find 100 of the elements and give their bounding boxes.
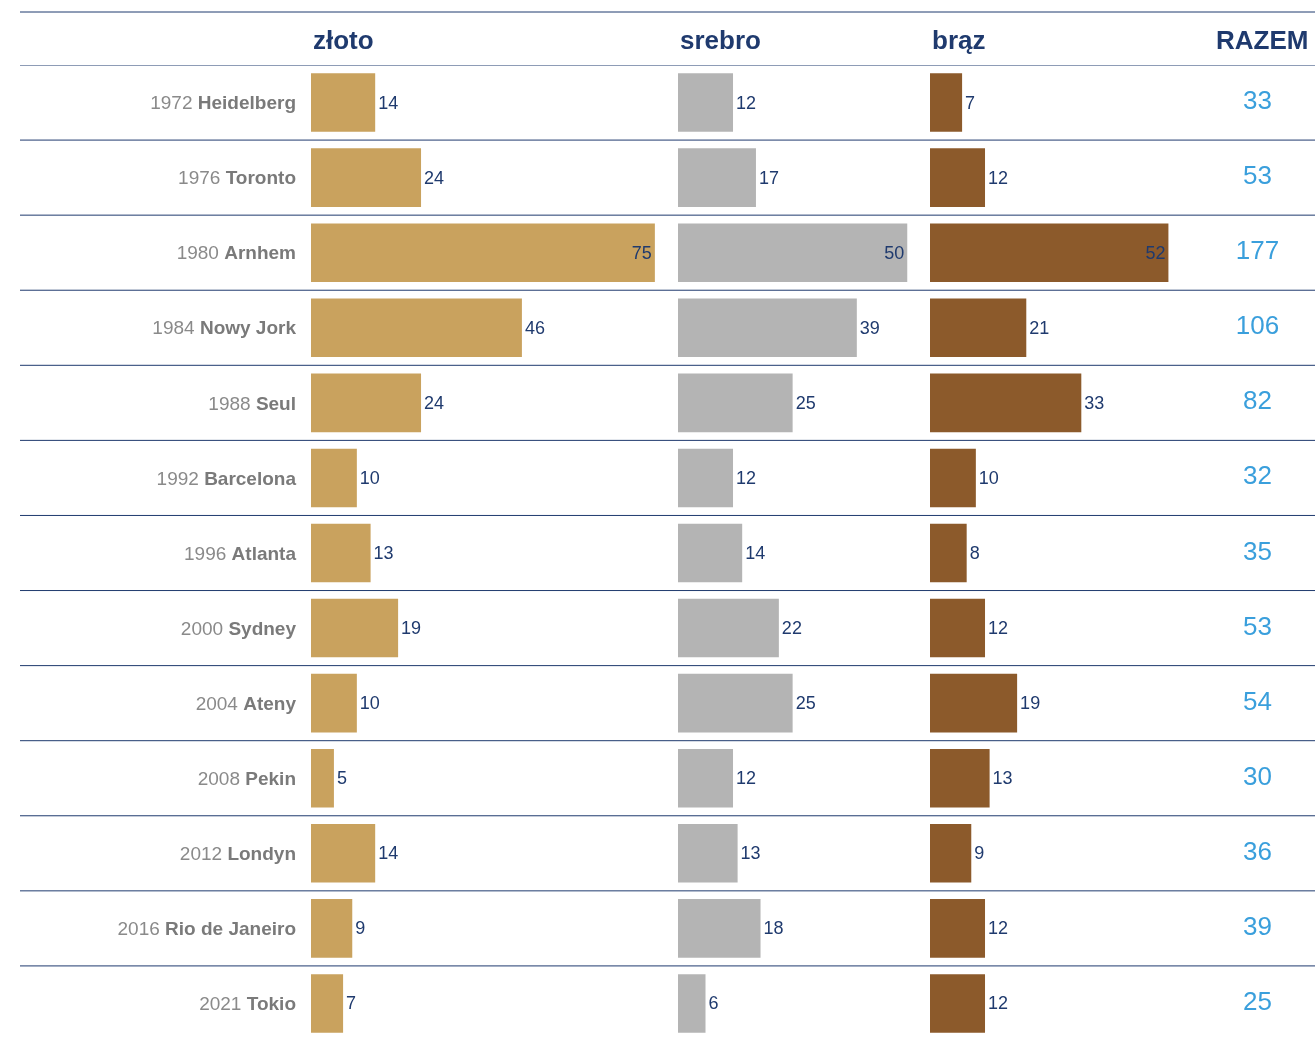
data-label: 24 [424,167,445,188]
data-label: 12 [736,768,757,789]
bar [311,448,357,508]
bar [678,899,761,958]
data-label: 12 [736,92,757,113]
data-label: 24 [424,392,445,413]
bar [678,598,779,658]
data-label: 5 [336,768,347,789]
bar [930,73,963,132]
bar [930,523,967,583]
data-label: 14 [745,543,766,563]
data-label: 12 [988,167,1009,188]
data-label: 6 [708,993,719,1014]
bar [930,373,1082,433]
y-tick-label: 2012 Londyn [179,842,296,864]
data-label: 14 [378,843,399,864]
bar [311,223,655,282]
bar [678,448,734,508]
y-tick-label: 1972 Heidelberg [150,92,296,114]
y-tick-label: 2016 Rio de Janeiro [117,918,296,940]
data-label: 30 [1243,760,1272,791]
data-label: 54 [1243,685,1272,716]
bar [930,899,986,958]
data-label: 32 [1243,460,1272,491]
data-label: 36 [1243,835,1272,866]
y-tick-label: 1988 Seul [208,392,296,414]
bar [678,298,857,358]
y-tick-label: 1996 Atlanta [184,542,297,564]
chart-title: złoto [313,25,374,55]
data-label: 18 [763,918,784,939]
bar [678,673,793,733]
data-label: 14 [378,92,399,113]
bar [678,748,734,808]
bar [678,373,793,433]
data-label: 10 [359,693,380,714]
bar [678,523,743,583]
data-label: 7 [346,993,357,1014]
data-label: 13 [992,768,1013,789]
bar [930,148,986,207]
y-tick-label: 1984 Nowy Jork [152,317,297,339]
chart-title: brąz [932,25,986,55]
data-label: 9 [355,918,366,939]
data-label: 13 [740,843,761,864]
data-label: 82 [1243,385,1272,416]
data-label: 12 [988,993,1009,1014]
y-tick-label: 2004 Ateny [195,692,297,714]
data-label: 19 [1020,693,1041,714]
bar [678,148,756,207]
data-label: 53 [1243,610,1272,641]
y-tick-label: 2021 Tokio [199,993,296,1015]
bar [930,748,990,808]
data-label: 12 [988,618,1009,639]
bar [678,223,908,282]
bar [311,899,353,958]
y-tick-label: 1980 Arnhem [176,242,296,264]
data-label: 9 [974,843,985,864]
bar [311,748,334,808]
data-label: 8 [969,543,980,563]
data-label: 19 [401,618,422,639]
bar [311,824,376,883]
data-label: 12 [736,467,757,488]
data-label: 46 [524,317,545,338]
data-label: 75 [631,242,652,263]
bar [930,974,986,1033]
data-label: 21 [1029,317,1050,338]
y-tick-label: 2000 Sydney [180,617,297,639]
data-label: 13 [373,543,394,563]
bar [930,673,1018,733]
bar [311,673,357,733]
data-label: 25 [1243,985,1272,1016]
data-label: 177 [1235,235,1280,266]
data-label: 33 [1243,85,1272,116]
y-tick-label: 1992 Barcelona [156,467,297,489]
bar [930,223,1169,282]
bar [678,73,734,132]
data-label: 17 [758,167,779,188]
bar [311,598,399,658]
data-label: 25 [795,693,816,714]
bar [930,824,972,883]
y-tick-label: 1976 Toronto [178,167,296,189]
bar [311,298,522,358]
bar [311,73,376,132]
data-label: 10 [359,467,380,488]
data-label: 35 [1243,535,1272,566]
bar [930,448,976,508]
data-label: 33 [1084,392,1105,413]
data-label: 12 [988,918,1009,939]
y-tick-label: 2008 Pekin [197,767,296,789]
bar [678,824,738,883]
data-label: 106 [1235,310,1280,341]
bar [311,373,422,433]
bar [311,974,344,1033]
data-label: 25 [795,392,816,413]
text: RAZEM [1216,25,1309,55]
bar [311,523,371,583]
chart-title: srebro [680,25,761,55]
data-label: 7 [965,92,976,113]
bar [678,974,706,1033]
data-label: 10 [978,467,999,488]
data-label: 50 [884,242,905,263]
